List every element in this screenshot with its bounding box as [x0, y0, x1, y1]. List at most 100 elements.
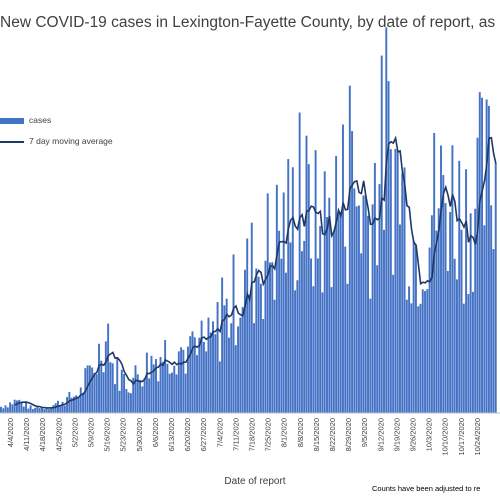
x-tick-label: 5/30/2020: [135, 418, 144, 451]
x-tick-label: 7/11/2020: [231, 418, 240, 451]
case-bar: [202, 341, 205, 413]
case-bar: [109, 362, 112, 413]
case-bar: [98, 343, 100, 413]
x-tick-label: 10/24/2020: [473, 418, 482, 456]
case-bar: [59, 405, 62, 413]
case-bar: [88, 365, 91, 413]
case-bar: [143, 378, 146, 413]
case-bar: [114, 384, 116, 413]
case-bar: [303, 240, 306, 413]
case-bar: [446, 270, 449, 413]
case-bar: [125, 389, 128, 413]
case-bar: [166, 363, 169, 413]
case-bar: [177, 351, 180, 413]
case-bar: [75, 395, 78, 413]
case-bar: [440, 145, 442, 414]
case-bar: [68, 391, 71, 413]
case-bar: [207, 317, 210, 413]
case-bar: [492, 249, 495, 413]
case-bar: [127, 392, 130, 413]
case-bar: [241, 306, 244, 413]
case-bar: [485, 99, 488, 414]
case-bar: [0, 406, 2, 413]
case-bar: [93, 372, 96, 413]
case-bar: [205, 351, 208, 413]
case-bar: [326, 216, 328, 413]
case-bar: [328, 197, 331, 413]
case-bar: [189, 336, 192, 413]
case-bar: [184, 373, 187, 413]
case-bar: [414, 245, 417, 413]
case-bar: [234, 345, 237, 413]
case-bar: [373, 162, 376, 413]
x-tick-label: 6/6/2020: [151, 418, 160, 447]
case-bar: [157, 381, 160, 413]
moving-average-line: [14, 135, 497, 409]
case-bar: [61, 401, 64, 413]
case-bar: [134, 365, 137, 413]
case-bar: [476, 137, 479, 413]
case-bar: [25, 401, 28, 413]
case-bar: [364, 195, 367, 413]
case-bar: [360, 253, 363, 413]
case-bar: [120, 369, 123, 413]
x-tick-label: 9/5/2020: [360, 418, 369, 447]
case-bar: [389, 149, 392, 413]
case-bar: [223, 305, 226, 413]
case-bar: [139, 379, 142, 413]
case-bar: [433, 132, 436, 413]
case-bar: [392, 274, 395, 413]
case-bar: [269, 262, 271, 413]
case-bar: [399, 224, 401, 413]
case-bar: [419, 303, 422, 413]
case-bar: [141, 386, 144, 413]
case-bar: [403, 167, 406, 413]
legend-bar-swatch: [0, 117, 24, 124]
case-bar: [47, 409, 50, 413]
case-bar: [107, 323, 110, 413]
case-bar: [312, 286, 315, 413]
case-bar: [132, 377, 135, 413]
case-bar: [319, 226, 322, 413]
x-tick-label: 5/2/2020: [70, 418, 79, 447]
case-bar: [298, 112, 301, 413]
case-bar: [52, 405, 55, 413]
case-bar: [175, 374, 178, 413]
x-tick-label: 9/26/2020: [409, 418, 418, 451]
case-bar: [161, 361, 164, 413]
legend-line-swatch: [0, 140, 24, 143]
x-tick-label: 8/8/2020: [296, 418, 305, 447]
case-bar: [86, 365, 89, 413]
case-bar: [246, 238, 249, 413]
case-bar: [430, 215, 433, 413]
case-bar: [351, 131, 354, 413]
case-bar: [307, 164, 310, 413]
case-bar: [280, 258, 283, 413]
x-tick-label: 8/15/2020: [312, 418, 321, 451]
case-bar: [378, 184, 381, 413]
case-bar: [410, 303, 413, 413]
case-bar: [95, 374, 98, 413]
case-bar: [380, 55, 383, 413]
x-tick-label: 7/25/2020: [264, 418, 273, 451]
case-bar: [145, 352, 148, 413]
case-bar: [150, 355, 153, 413]
case-bar: [453, 258, 456, 413]
case-bar: [353, 188, 356, 413]
case-bar: [250, 222, 253, 413]
case-bar: [323, 171, 326, 413]
case-bar: [287, 159, 290, 413]
case-bar: [111, 363, 114, 413]
case-bar: [424, 291, 427, 413]
x-axis-label: Date of report: [224, 476, 286, 487]
legend-average-label: 7 day moving average: [29, 136, 113, 146]
case-bar: [200, 320, 203, 413]
case-bar: [15, 400, 18, 413]
case-bar: [209, 332, 212, 413]
case-bar: [129, 393, 132, 413]
case-bar: [330, 287, 333, 413]
case-bar: [367, 215, 370, 413]
case-bar: [285, 272, 287, 413]
case-bar: [155, 359, 157, 413]
case-bar: [437, 208, 440, 413]
